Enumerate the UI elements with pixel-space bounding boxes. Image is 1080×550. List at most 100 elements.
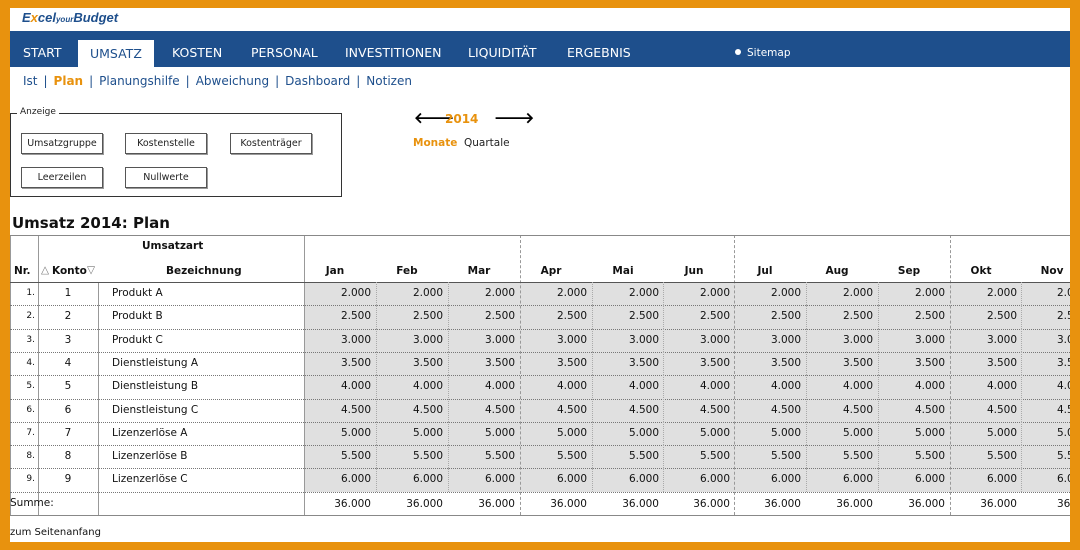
row-value-input[interactable]: 3.000	[699, 333, 730, 346]
row-value-input[interactable]: 2.500	[340, 310, 371, 323]
row-value-input[interactable]: 5.000	[699, 426, 730, 439]
row-value-input[interactable]: 2.000	[556, 287, 587, 299]
row-value-input[interactable]: 5.000	[986, 426, 1017, 439]
row-value-input[interactable]: 4.500	[699, 403, 730, 416]
row-value-input[interactable]: 2.000	[699, 287, 730, 299]
row-value-input[interactable]: 2.500	[412, 310, 443, 323]
row-value-input[interactable]: 3.000	[556, 333, 587, 346]
arrow-right-icon[interactable]: 🡒	[494, 109, 535, 127]
row-value-input[interactable]: 5.000	[842, 426, 873, 439]
row-value-input[interactable]: 3.000	[628, 333, 659, 346]
row-value-input[interactable]: 5.000	[556, 426, 587, 439]
row-value-input[interactable]: 2.000	[340, 287, 371, 299]
row-value-input[interactable]: 5.500	[699, 450, 730, 463]
row-value-input[interactable]: 2.000	[770, 287, 801, 299]
row-value-input[interactable]: 6.000	[484, 473, 515, 486]
row-value-input[interactable]: 2.000	[484, 287, 515, 299]
row-value-input[interactable]: 2.500	[699, 310, 730, 323]
row-value-input[interactable]: 5.500	[412, 450, 443, 463]
row-value-input[interactable]: 2.000	[914, 287, 945, 299]
row-value-input[interactable]: 6.000	[914, 473, 945, 486]
row-value-input[interactable]: 2.500	[842, 310, 873, 323]
nav-investitionen[interactable]: INVESTITIONEN	[345, 45, 442, 60]
row-value-input[interactable]: 4.000	[340, 380, 371, 393]
top-of-page-link[interactable]: zum Seitenanfang	[10, 527, 101, 538]
row-value-input[interactable]: 6.000	[986, 473, 1017, 486]
row-value-input[interactable]: 3.000	[340, 333, 371, 346]
row-value-input[interactable]: 3.000	[412, 333, 443, 346]
row-value-input[interactable]: 3.500	[628, 356, 659, 369]
subnav-abweichung[interactable]: Abweichung	[195, 74, 270, 88]
subnav-dashboard[interactable]: Dashboard	[285, 74, 351, 88]
row-value-input[interactable]: 6.0	[1057, 473, 1070, 486]
kostenstelle-button[interactable]: Kostenstelle	[125, 133, 207, 154]
row-value-input[interactable]: 3.000	[986, 333, 1017, 346]
subnav-notizen[interactable]: Notizen	[366, 74, 412, 88]
row-value-input[interactable]: 2.500	[556, 310, 587, 323]
row-value-input[interactable]: 3.500	[484, 356, 515, 369]
subnav-planungshilfe[interactable]: Planungshilfe	[99, 74, 180, 88]
row-value-input[interactable]: 6.000	[842, 473, 873, 486]
row-value-input[interactable]: 4.0	[1057, 380, 1070, 393]
row-value-input[interactable]: 3.000	[914, 333, 945, 346]
leerzeilen-button[interactable]: Leerzeilen	[21, 167, 103, 188]
period-quartale[interactable]: Quartale	[464, 137, 510, 149]
row-value-input[interactable]: 3.500	[770, 356, 801, 369]
row-value-input[interactable]: 6.000	[340, 473, 371, 486]
row-value-input[interactable]: 5.0	[1057, 426, 1070, 439]
row-value-input[interactable]: 4.500	[842, 403, 873, 416]
row-value-input[interactable]: 4.000	[412, 380, 443, 393]
row-value-input[interactable]: 2.000	[628, 287, 659, 299]
row-value-input[interactable]: 5.500	[914, 450, 945, 463]
period-monate[interactable]: Monate	[413, 137, 458, 149]
row-value-input[interactable]: 5.000	[628, 426, 659, 439]
row-value-input[interactable]: 4.500	[914, 403, 945, 416]
row-value-input[interactable]: 4.500	[412, 403, 443, 416]
row-value-input[interactable]: 5.500	[556, 450, 587, 463]
row-value-input[interactable]: 3.000	[484, 333, 515, 346]
row-value-input[interactable]: 5.500	[842, 450, 873, 463]
row-value-input[interactable]: 2.500	[628, 310, 659, 323]
row-value-input[interactable]: 3.000	[842, 333, 873, 346]
nav-liquiditaet[interactable]: LIQUIDITÄT	[468, 45, 537, 60]
nav-ergebnis[interactable]: ERGEBNIS	[567, 45, 631, 60]
row-value-input[interactable]: 4.000	[770, 380, 801, 393]
umsatzgruppe-button[interactable]: Umsatzgruppe	[21, 133, 103, 154]
row-value-input[interactable]: 5.500	[628, 450, 659, 463]
sitemap-link[interactable]: Sitemap	[735, 31, 791, 67]
row-value-input[interactable]: 3.500	[986, 356, 1017, 369]
app-logo[interactable]: ExcelyourBudget	[22, 10, 119, 25]
row-value-input[interactable]: 5.000	[412, 426, 443, 439]
row-value-input[interactable]: 4.500	[556, 403, 587, 416]
row-value-input[interactable]: 4.000	[986, 380, 1017, 393]
row-value-input[interactable]: 5.000	[914, 426, 945, 439]
row-value-input[interactable]: 3.5	[1057, 356, 1070, 369]
nav-umsatz[interactable]: UMSATZ	[78, 40, 154, 67]
row-value-input[interactable]: 2.500	[986, 310, 1017, 323]
nav-start[interactable]: START	[23, 45, 62, 60]
row-value-input[interactable]: 3.500	[699, 356, 730, 369]
row-value-input[interactable]: 5.500	[340, 450, 371, 463]
row-value-input[interactable]: 2.000	[412, 287, 443, 299]
row-value-input[interactable]: 4.000	[484, 380, 515, 393]
row-value-input[interactable]: 4.500	[628, 403, 659, 416]
row-value-input[interactable]: 4.500	[484, 403, 515, 416]
row-value-input[interactable]: 5.500	[770, 450, 801, 463]
row-value-input[interactable]: 5.000	[340, 426, 371, 439]
row-value-input[interactable]: 6.000	[412, 473, 443, 486]
row-value-input[interactable]: 3.500	[914, 356, 945, 369]
subnav-ist[interactable]: Ist	[23, 74, 38, 88]
row-value-input[interactable]: 4.000	[842, 380, 873, 393]
nav-kosten[interactable]: KOSTEN	[172, 45, 223, 60]
sort-down-icon[interactable]: ▽	[87, 264, 96, 276]
row-value-input[interactable]: 5.000	[770, 426, 801, 439]
row-value-input[interactable]: 2.500	[770, 310, 801, 323]
nav-personal[interactable]: PERSONAL	[251, 45, 318, 60]
row-value-input[interactable]: 4.500	[986, 403, 1017, 416]
nullwerte-button[interactable]: Nullwerte	[125, 167, 207, 188]
sort-up-icon[interactable]: △	[41, 264, 50, 276]
row-value-input[interactable]: 2.500	[914, 310, 945, 323]
row-value-input[interactable]: 4.500	[340, 403, 371, 416]
row-value-input[interactable]: 4.5	[1057, 403, 1070, 416]
row-value-input[interactable]: 2.5	[1057, 310, 1070, 323]
